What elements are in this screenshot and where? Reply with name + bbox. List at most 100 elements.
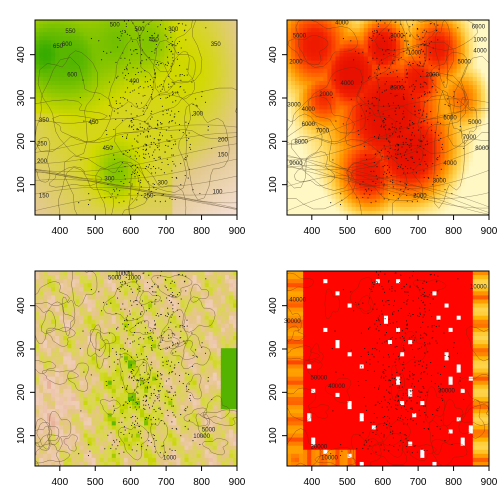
heatmap-cell (379, 89, 385, 94)
heatmap-cell (47, 72, 52, 78)
heatmap-cell (200, 32, 206, 37)
heatmap-cell (188, 56, 194, 62)
heatmap-cell (168, 109, 173, 115)
heatmap-cell (440, 154, 446, 159)
heatmap-cell (355, 170, 361, 175)
sample-point (116, 77, 118, 79)
heatmap-cell (136, 202, 141, 208)
heatmap-cell (123, 158, 129, 163)
heatmap-cell (396, 60, 401, 66)
heatmap-cell (363, 117, 369, 123)
heatmap-cell (164, 101, 169, 106)
heatmap-cell (164, 206, 169, 212)
heatmap-cell (172, 129, 177, 135)
heatmap-cell (156, 141, 161, 147)
heatmap-cell (327, 24, 333, 29)
heatmap-cell (392, 68, 397, 74)
heatmap-cell (452, 80, 458, 86)
heatmap-cell (371, 89, 377, 94)
sample-point (174, 83, 176, 85)
sample-point (145, 153, 147, 155)
heatmap-cell (379, 56, 385, 62)
heatmap-cell (220, 150, 226, 155)
sample-point (131, 105, 133, 107)
heatmap-cell (184, 109, 190, 115)
heatmap-cell (448, 129, 454, 135)
heatmap-cell (347, 174, 353, 180)
heatmap-cell (144, 154, 149, 159)
heatmap-cell (95, 137, 101, 143)
heatmap-cell (131, 32, 137, 37)
heatmap-cell (347, 52, 353, 58)
heatmap-cell (311, 125, 316, 131)
sample-point (115, 102, 118, 104)
heatmap-cell (115, 20, 121, 25)
heatmap-cell (379, 113, 385, 119)
heatmap-cell (396, 154, 401, 159)
heatmap-cell (444, 210, 450, 215)
heatmap-cell (363, 190, 369, 196)
heatmap-cell (71, 117, 76, 123)
heatmap-cell (87, 137, 93, 143)
heatmap-cell (343, 121, 349, 127)
heatmap-cell (323, 194, 328, 200)
heatmap-cell (327, 210, 333, 215)
heatmap-cell (303, 141, 308, 147)
heatmap-cell (287, 121, 292, 127)
heatmap-cell (432, 93, 438, 98)
heatmap-cell (63, 206, 68, 212)
heatmap-cell (168, 24, 173, 29)
heatmap-cell (359, 117, 365, 123)
sample-point (170, 86, 172, 88)
heatmap-cell (359, 32, 365, 37)
heatmap-cell (99, 105, 105, 110)
heatmap-cell (119, 32, 125, 37)
heatmap-cell (216, 170, 222, 175)
heatmap-cell (420, 174, 425, 180)
sample-point (137, 180, 139, 182)
heatmap-cell (432, 133, 438, 139)
heatmap-cell (71, 72, 76, 78)
heatmap-cell (188, 101, 194, 106)
heatmap-cell (115, 52, 121, 58)
heatmap-cell (299, 28, 304, 33)
heatmap-cell (180, 174, 186, 180)
heatmap-cell (335, 170, 341, 175)
heatmap-cell (408, 121, 413, 127)
heatmap-cell (315, 89, 320, 94)
heatmap-cell (315, 166, 320, 171)
sample-point (149, 135, 151, 137)
heatmap-cell (184, 210, 190, 215)
heatmap-cell (355, 20, 361, 25)
heatmap-cell (111, 68, 117, 74)
heatmap-cell (180, 56, 186, 62)
heatmap-cell (75, 117, 81, 123)
heatmap-cell (47, 186, 52, 192)
heatmap-cell (232, 52, 237, 58)
heatmap-cell (412, 194, 417, 200)
heatmap-cell (136, 182, 141, 188)
heatmap-cell (111, 117, 117, 123)
heatmap-cell (216, 145, 222, 151)
heatmap-cell (224, 32, 230, 37)
heatmap-cell (59, 105, 64, 110)
heatmap-cell (335, 178, 341, 184)
sample-point (211, 147, 213, 150)
heatmap-cell (79, 36, 85, 41)
heatmap-cell (452, 40, 458, 45)
heatmap-cell (87, 202, 93, 208)
heatmap-cell (200, 178, 206, 184)
heatmap-cell (343, 150, 349, 155)
heatmap-cell (428, 101, 434, 106)
heatmap-cell (188, 32, 194, 37)
heatmap-cell (184, 20, 190, 25)
heatmap-cell (335, 129, 341, 135)
heatmap-cell (383, 210, 389, 215)
heatmap-cell (172, 141, 177, 147)
heatmap-cell (180, 24, 186, 29)
heatmap-cell (327, 56, 333, 62)
heatmap-cell (71, 40, 76, 45)
heatmap-cell (440, 64, 446, 70)
heatmap-cell (192, 93, 198, 98)
heatmap-cell (452, 109, 458, 115)
